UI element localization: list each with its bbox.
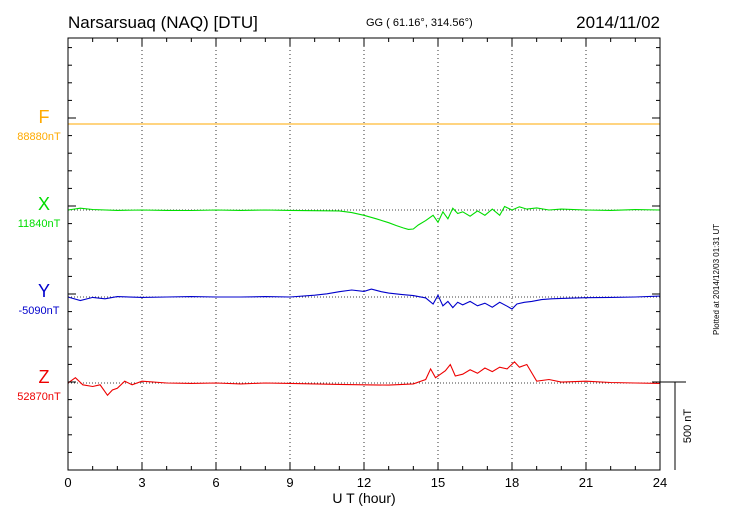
scale-bar: 500 nT (660, 381, 694, 470)
station-title: Narsarsuaq (NAQ) [DTU] (68, 13, 258, 32)
x-tick-label-18: 18 (505, 475, 519, 490)
x-tick-labels: 0 3 6 9 12 15 18 21 24 (64, 475, 667, 490)
x-tick-label-3: 3 (138, 475, 145, 490)
x-axis-label: U T (hour) (332, 490, 395, 506)
series-line-y (67, 288, 661, 310)
x-tick-label-6: 6 (212, 475, 219, 490)
vertical-gridlines (141, 38, 587, 470)
baseline-label-z: 52870nT (17, 391, 61, 403)
series-group (67, 123, 661, 397)
date-label: 2014/11/02 (576, 13, 660, 32)
baseline-label-y: -5090nT (18, 305, 60, 317)
baseline-label-x: 11840nT (17, 218, 61, 230)
x-tick-label-15: 15 (431, 475, 445, 490)
scale-bar-label: 500 nT (682, 409, 694, 444)
geographic-coordinates: GG ( 61.16°, 314.56°) (366, 17, 473, 29)
x-tick-label-0: 0 (64, 475, 71, 490)
axis-ticks (67, 38, 661, 471)
x-tick-label-12: 12 (357, 475, 371, 490)
x-tick-label-21: 21 (579, 475, 593, 490)
x-tick-label-9: 9 (286, 475, 293, 490)
channel-label-x: X (37, 194, 50, 214)
baseline-label-f: 88880nT (17, 131, 61, 143)
x-tick-label-24: 24 (653, 475, 667, 490)
channel-label-z: Z (38, 367, 50, 387)
series-line-x (67, 205, 661, 230)
channel-label-f: F (38, 107, 50, 127)
channel-label-y: Y (37, 281, 50, 301)
plotted-timestamp: Plotted at 2014/12/03 01:31 UT (712, 223, 721, 335)
series-line-z (67, 361, 661, 397)
